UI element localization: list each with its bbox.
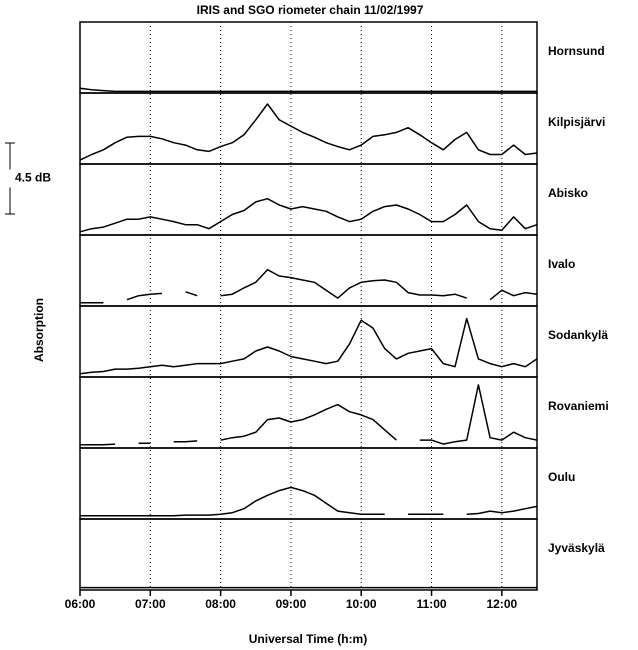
panel-frame — [79, 21, 538, 94]
y-axis-label: Absorption — [32, 298, 46, 362]
station-label: Oulu — [548, 470, 575, 484]
panel-frame — [79, 163, 538, 236]
station-label: Ivalo — [548, 257, 575, 271]
trace — [80, 384, 538, 446]
x-tick-label: 12:00 — [486, 597, 517, 611]
chart-title: IRIS and SGO riometer chain 11/02/1997 — [197, 3, 424, 17]
trace — [79, 103, 538, 161]
panel-frame — [79, 518, 538, 591]
panel-frame — [79, 376, 538, 449]
trace — [80, 268, 538, 304]
panel-frame — [79, 234, 538, 307]
trace — [79, 87, 537, 93]
panel-frame — [79, 92, 538, 165]
x-axis-label: Universal Time (h:m) — [249, 632, 367, 646]
x-tick-label: 09:00 — [276, 597, 307, 611]
scale-bar-label: 4.5 dB — [15, 171, 51, 185]
trace — [80, 486, 538, 517]
panel-frame — [79, 447, 538, 520]
x-tick-label: 11:00 — [417, 597, 447, 611]
station-label: Abisko — [548, 186, 588, 200]
x-tick-label: 08:00 — [205, 597, 236, 611]
station-label: Jyväskylä — [548, 541, 605, 555]
x-tick-label: 06:00 — [65, 597, 96, 611]
station-label: Kilpisjärvi — [548, 115, 605, 129]
station-label: Hornsund — [548, 44, 605, 58]
station-label: Sodankylä — [548, 328, 608, 342]
x-tick-label: 10:00 — [346, 597, 377, 611]
station-label: Rovaniemi — [548, 399, 609, 413]
trace — [79, 317, 538, 375]
trace — [79, 197, 538, 233]
scale-bar-label-bg — [8, 169, 58, 188]
x-tick-label: 07:00 — [135, 597, 166, 611]
